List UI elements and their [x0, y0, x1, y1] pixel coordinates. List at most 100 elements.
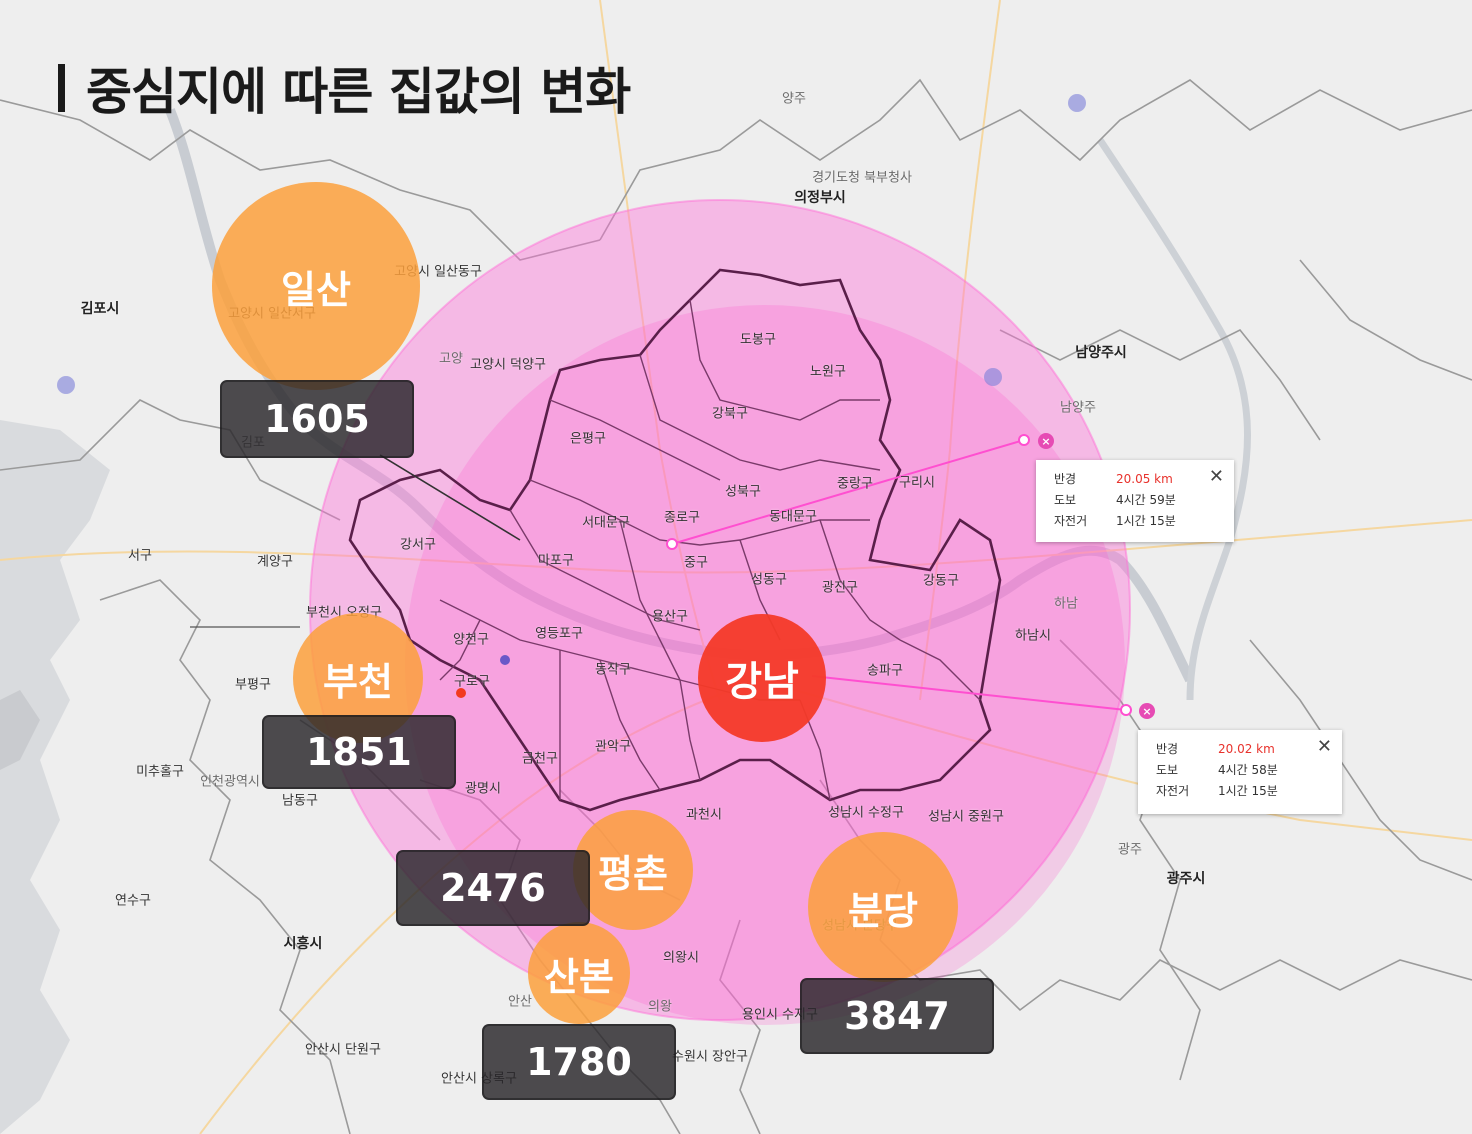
- place-label: 성남시 수정구: [828, 805, 904, 821]
- place-label: 용산구: [652, 609, 688, 625]
- radius-circle-outer: [309, 199, 1131, 1021]
- highway-shield: [984, 368, 1002, 386]
- center-bubble-gangnam[interactable]: 강남: [698, 614, 826, 742]
- value-box-pyeongchon: 2476: [396, 850, 590, 926]
- popup-1-row-walk: 도보 4시간 59분: [1054, 493, 1176, 507]
- place-label: 성북구: [725, 484, 761, 500]
- place-label: 하남시: [1015, 628, 1051, 644]
- highway-shield-2: [1068, 94, 1086, 112]
- place-label: 동작구: [595, 662, 631, 678]
- radius-popup-2: 반경 20.02 km 도보 4시간 58분 자전거 1시간 15분 ✕: [1138, 730, 1342, 814]
- popup-2-row-radius: 반경 20.02 km: [1156, 742, 1275, 756]
- place-label: 금천구: [522, 751, 558, 767]
- hub-bubble-bundang[interactable]: 분당: [808, 832, 958, 982]
- place-label: 남동구: [282, 793, 318, 809]
- place-label: 강동구: [923, 573, 959, 589]
- radius-origin-1: [666, 538, 678, 550]
- hub-name-bundang: 분당: [848, 888, 918, 933]
- seoul-boundary: [348, 268, 1002, 812]
- center-name: 강남: [725, 659, 799, 705]
- popup-2-row-walk: 도보 4시간 58분: [1156, 763, 1278, 777]
- hub-name-ilsan: 일산: [281, 267, 351, 312]
- place-label: 광주시: [1166, 871, 1206, 887]
- hub-bubble-sanbon[interactable]: 산본: [528, 922, 630, 1024]
- place-label: 남양주: [1060, 400, 1096, 416]
- place-label: 과천시: [686, 807, 722, 823]
- hub-bubble-ilsan[interactable]: 일산: [212, 182, 420, 390]
- place-label: 구로구: [454, 674, 490, 690]
- subway-dot: [500, 655, 510, 665]
- place-label: 은평구: [570, 431, 606, 447]
- place-label: 양주: [782, 91, 806, 107]
- value-box-sanbon: 1780: [482, 1024, 676, 1100]
- popup-1-row-radius: 반경 20.05 km: [1054, 472, 1173, 486]
- place-label: 연수구: [115, 893, 151, 909]
- title-accent-bar: [58, 64, 65, 112]
- place-label: 성남시 중원구: [928, 809, 1004, 825]
- guro-location-dot: [456, 688, 466, 698]
- place-label: 서대문구: [582, 515, 630, 531]
- radius-line-2: [811, 675, 1127, 711]
- place-label: 마포구: [538, 553, 574, 569]
- place-label: 하남: [1054, 596, 1078, 612]
- place-label: 강북구: [712, 406, 748, 422]
- place-label: 성동구: [751, 572, 787, 588]
- popup-1-row-bike: 자전거 1시간 15분: [1054, 514, 1176, 528]
- highway-shield-3: [57, 376, 75, 394]
- sea-area: [0, 420, 110, 1134]
- place-label: 광진구: [822, 580, 858, 596]
- leader-line-ilsan: [379, 454, 521, 541]
- place-label: 종로구: [664, 510, 700, 526]
- place-label: 강서구: [400, 537, 436, 553]
- remove-marker-2[interactable]: ×: [1139, 703, 1155, 719]
- hub-bubble-pyeongchon[interactable]: 평촌: [573, 810, 693, 930]
- hub-name-sanbon: 산본: [544, 954, 614, 999]
- place-label: 고양시 덕양구: [470, 357, 546, 373]
- place-label: 광주: [1118, 842, 1142, 858]
- place-label: 남양주시: [1075, 345, 1127, 361]
- place-label: 수원시 장안구: [672, 1049, 748, 1065]
- place-label: 의정부시: [794, 190, 846, 206]
- page-title: 중심지에 따른 집값의 변화: [86, 63, 631, 121]
- place-label: 광명시: [465, 781, 501, 797]
- place-label: 양천구: [453, 632, 489, 648]
- place-label: 서구: [128, 548, 152, 564]
- place-label: 계양구: [257, 554, 293, 570]
- place-label: 중구: [684, 555, 708, 571]
- close-icon[interactable]: ✕: [1208, 466, 1224, 487]
- value-box-bucheon: 1851: [262, 715, 456, 789]
- place-label: 관악구: [595, 739, 631, 755]
- place-label: 동대문구: [769, 509, 817, 525]
- remove-marker-1[interactable]: ×: [1038, 433, 1054, 449]
- place-label: 구리시: [899, 475, 935, 491]
- value-box-ilsan: 1605: [220, 380, 414, 458]
- popup-2-row-bike: 자전거 1시간 15분: [1156, 784, 1278, 798]
- place-label: 중랑구: [837, 476, 873, 492]
- value-box-bundang: 3847: [800, 978, 994, 1054]
- place-label: 안산시 단원구: [305, 1042, 381, 1058]
- place-label: 김포시: [80, 301, 120, 317]
- place-label: 안산: [508, 994, 532, 1010]
- place-label: 시흥시: [283, 936, 323, 952]
- river-east: [1097, 138, 1251, 701]
- place-label: 용인시 수지구: [742, 1007, 818, 1023]
- place-label: 고양: [439, 351, 463, 367]
- place-label: 송파구: [867, 663, 903, 679]
- place-label: 인천광역시: [200, 774, 260, 790]
- place-label: 의왕시: [663, 950, 699, 966]
- radius-end-2: [1120, 704, 1132, 716]
- place-label: 영등포구: [535, 626, 583, 642]
- hub-name-bucheon: 부천: [323, 659, 393, 704]
- place-label: 노원구: [810, 364, 846, 380]
- place-label: 미추홀구: [136, 764, 184, 780]
- place-label: 부평구: [235, 677, 271, 693]
- close-icon[interactable]: ✕: [1316, 736, 1332, 757]
- radius-end-1: [1018, 434, 1030, 446]
- island: [0, 690, 40, 770]
- place-label: 경기도청 북부청사: [812, 170, 912, 186]
- hub-name-pyeongchon: 평촌: [598, 851, 668, 896]
- place-label: 의왕: [648, 999, 672, 1015]
